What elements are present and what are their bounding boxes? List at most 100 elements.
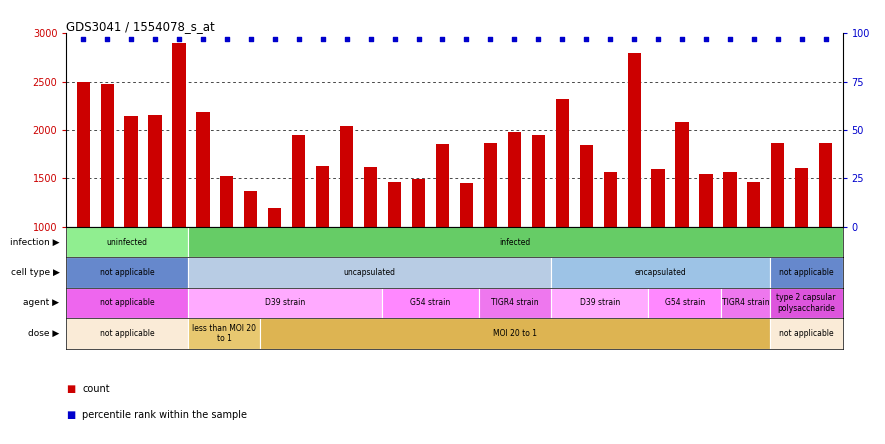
- Point: [771, 36, 785, 43]
- Bar: [460, 183, 473, 227]
- Point: [219, 36, 234, 43]
- Bar: [771, 143, 784, 227]
- Bar: [532, 135, 545, 227]
- Text: uninfected: uninfected: [106, 238, 148, 246]
- Bar: [66, 288, 188, 318]
- Bar: [316, 166, 329, 227]
- Text: not applicable: not applicable: [779, 329, 834, 338]
- Text: count: count: [82, 384, 110, 393]
- Point: [76, 36, 90, 43]
- Bar: [340, 126, 353, 227]
- Bar: [260, 318, 770, 349]
- Point: [675, 36, 689, 43]
- Text: not applicable: not applicable: [100, 329, 154, 338]
- Point: [435, 36, 450, 43]
- Bar: [721, 288, 770, 318]
- Bar: [436, 144, 449, 227]
- Text: type 2 capsular
polysaccharide: type 2 capsular polysaccharide: [776, 293, 836, 313]
- Point: [388, 36, 402, 43]
- Bar: [770, 288, 843, 318]
- Text: not applicable: not applicable: [100, 298, 154, 307]
- Bar: [188, 288, 381, 318]
- Bar: [556, 99, 569, 227]
- Text: not applicable: not applicable: [100, 268, 154, 277]
- Point: [100, 36, 114, 43]
- Point: [531, 36, 545, 43]
- Text: D39 strain: D39 strain: [580, 298, 620, 307]
- Bar: [364, 167, 377, 227]
- Point: [603, 36, 617, 43]
- Y-axis label: agent ▶: agent ▶: [23, 298, 59, 307]
- Point: [483, 36, 497, 43]
- Bar: [66, 257, 188, 288]
- Bar: [381, 288, 479, 318]
- Y-axis label: cell type ▶: cell type ▶: [11, 268, 59, 277]
- Bar: [604, 172, 617, 227]
- Text: GDS3041 / 1554078_s_at: GDS3041 / 1554078_s_at: [66, 20, 215, 33]
- Bar: [188, 318, 260, 349]
- Bar: [66, 227, 188, 257]
- Bar: [173, 43, 186, 227]
- Text: G54 strain: G54 strain: [665, 298, 705, 307]
- Point: [364, 36, 378, 43]
- Point: [723, 36, 737, 43]
- Text: ■: ■: [66, 410, 75, 420]
- Bar: [551, 288, 649, 318]
- Bar: [649, 288, 721, 318]
- Point: [243, 36, 258, 43]
- Bar: [699, 174, 712, 227]
- Bar: [651, 169, 665, 227]
- Point: [292, 36, 306, 43]
- Point: [555, 36, 569, 43]
- Bar: [770, 257, 843, 288]
- Point: [340, 36, 354, 43]
- Text: encapsulated: encapsulated: [635, 268, 687, 277]
- Bar: [220, 175, 234, 227]
- Text: uncapsulated: uncapsulated: [343, 268, 396, 277]
- Text: not applicable: not applicable: [779, 268, 834, 277]
- Bar: [268, 207, 281, 227]
- Text: ■: ■: [66, 384, 75, 393]
- Bar: [675, 123, 689, 227]
- Bar: [77, 82, 89, 227]
- Bar: [66, 318, 188, 349]
- Point: [699, 36, 713, 43]
- Bar: [101, 83, 113, 227]
- Bar: [723, 172, 736, 227]
- Point: [124, 36, 138, 43]
- Bar: [479, 288, 551, 318]
- Point: [819, 36, 833, 43]
- Bar: [484, 143, 497, 227]
- Point: [627, 36, 642, 43]
- Bar: [796, 168, 808, 227]
- Bar: [244, 191, 258, 227]
- Bar: [820, 143, 832, 227]
- Bar: [188, 257, 551, 288]
- Text: TIGR4 strain: TIGR4 strain: [721, 298, 769, 307]
- Point: [747, 36, 761, 43]
- Text: MOI 20 to 1: MOI 20 to 1: [493, 329, 537, 338]
- Bar: [388, 182, 401, 227]
- Bar: [580, 145, 593, 227]
- Bar: [292, 135, 305, 227]
- Point: [172, 36, 186, 43]
- Y-axis label: infection ▶: infection ▶: [10, 238, 59, 246]
- Point: [507, 36, 521, 43]
- Bar: [770, 318, 843, 349]
- Y-axis label: dose ▶: dose ▶: [28, 329, 59, 338]
- Text: less than MOI 20
to 1: less than MOI 20 to 1: [192, 324, 256, 343]
- Text: infected: infected: [499, 238, 531, 246]
- Point: [148, 36, 162, 43]
- Bar: [747, 182, 760, 227]
- Bar: [149, 115, 162, 227]
- Point: [459, 36, 473, 43]
- Bar: [551, 257, 770, 288]
- Bar: [627, 53, 641, 227]
- Bar: [508, 132, 521, 227]
- Bar: [125, 115, 138, 227]
- Text: G54 strain: G54 strain: [410, 298, 450, 307]
- Point: [795, 36, 809, 43]
- Point: [196, 36, 210, 43]
- Text: D39 strain: D39 strain: [265, 298, 304, 307]
- Point: [267, 36, 281, 43]
